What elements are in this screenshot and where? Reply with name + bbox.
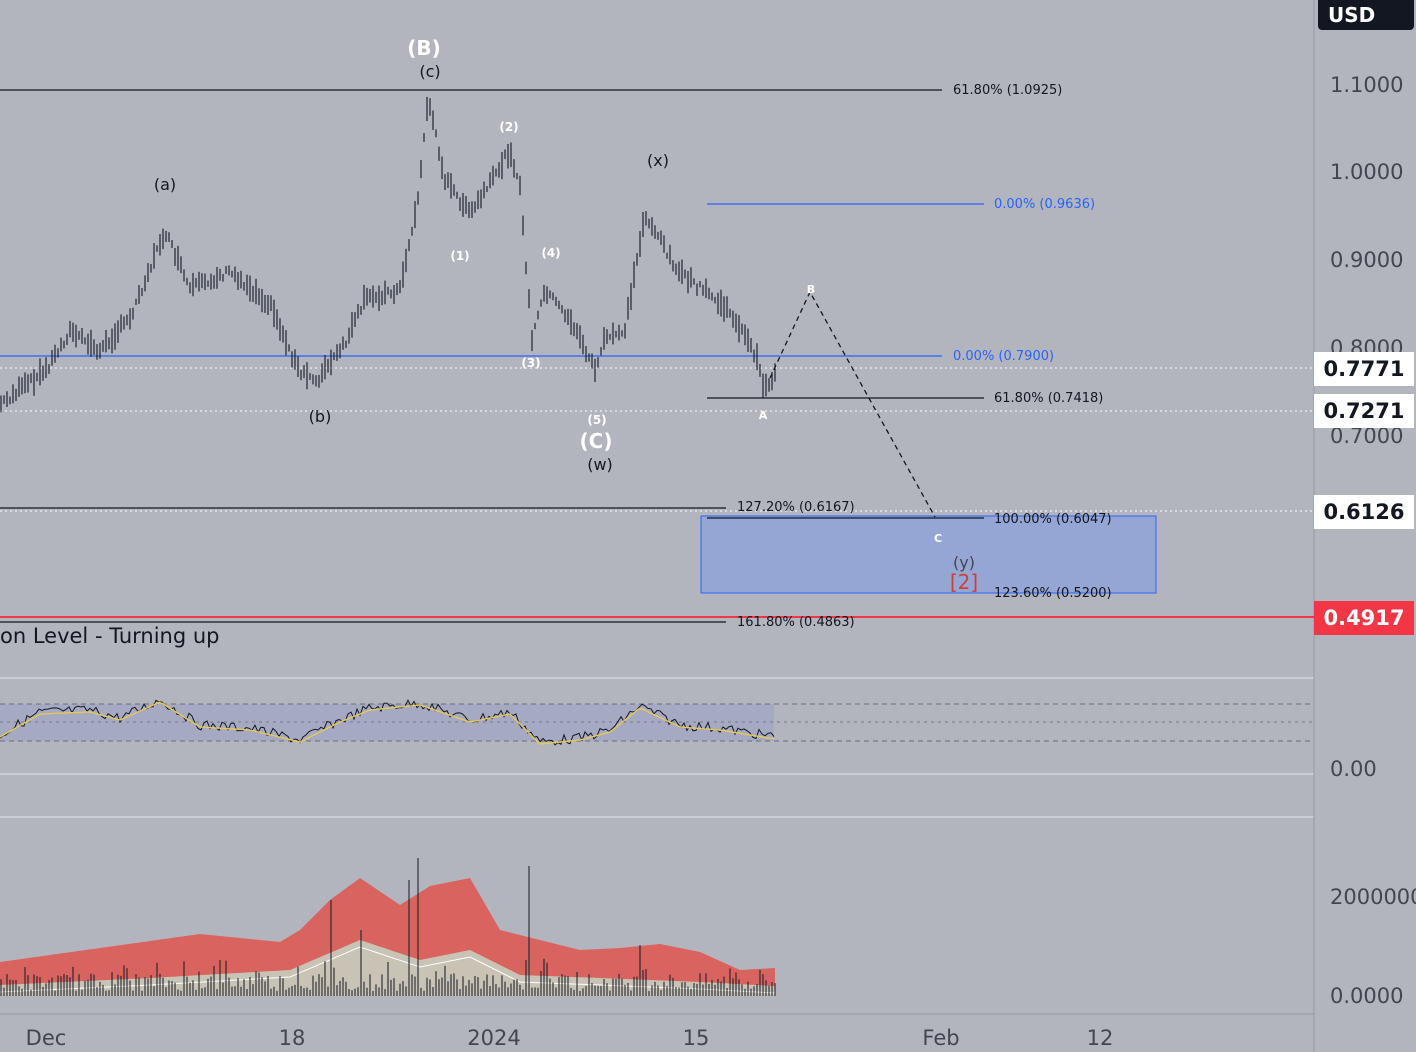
currency-badge[interactable]: USD xyxy=(1318,0,1414,30)
indicator-title: on Level - Turning up xyxy=(0,624,220,648)
wave-label: (b) xyxy=(309,407,332,426)
oscillator-signal-line xyxy=(0,701,775,745)
fib-label: 0.00% (0.7900) xyxy=(953,349,1054,364)
wave-label: (c) xyxy=(419,62,440,81)
wave-label: (2) xyxy=(499,120,518,134)
y-tick: 1.0000 xyxy=(1330,160,1403,184)
wave-label: (B) xyxy=(407,36,441,60)
wave-label: (3) xyxy=(521,356,540,370)
price-tag-target: 0.6126 xyxy=(1314,495,1414,529)
candlestick-series xyxy=(0,96,776,413)
target-zone[interactable] xyxy=(700,515,1157,594)
wave-label: (x) xyxy=(647,151,669,170)
y-tick: 0.9000 xyxy=(1330,248,1403,272)
projection-path xyxy=(769,290,936,518)
fib-label: 61.80% (1.0925) xyxy=(953,83,1062,98)
fib-label: 127.20% (0.6167) xyxy=(737,500,855,515)
wave-label: (1) xyxy=(450,249,469,263)
volume-bars xyxy=(0,858,776,996)
wave-label: C xyxy=(934,532,942,545)
fib-label: 61.80% (0.7418) xyxy=(994,391,1103,406)
wave-label: (5) xyxy=(587,413,606,427)
x-tick: 15 xyxy=(683,1026,710,1050)
wave-label: (C) xyxy=(580,429,613,453)
price-tag-red-level: 0.4917 xyxy=(1314,601,1414,635)
wave-label: (4) xyxy=(541,246,560,260)
fib-label: 100.00% (0.6047) xyxy=(994,512,1112,527)
y-tick: 2000000 xyxy=(1330,885,1416,909)
x-tick: 18 xyxy=(279,1026,306,1050)
y-tick: 0.7000 xyxy=(1330,424,1403,448)
wave-label: (a) xyxy=(154,175,176,194)
fib-label: 123.60% (0.5200) xyxy=(994,586,1112,601)
x-tick: Feb xyxy=(922,1026,959,1050)
y-tick: 1.1000 xyxy=(1330,73,1403,97)
fib-label: 161.80% (0.4863) xyxy=(737,615,855,630)
volume-band-red xyxy=(0,878,775,996)
y-tick: 0.0000 xyxy=(1330,984,1403,1008)
y-tick: 0.00 xyxy=(1330,757,1377,781)
wave-label: A xyxy=(759,409,768,422)
wave-label: B xyxy=(807,283,815,296)
price-tag-current-2: 0.7271 xyxy=(1314,394,1414,428)
oscillator-line xyxy=(0,699,775,746)
x-tick: Dec xyxy=(26,1026,67,1050)
x-tick: 2024 xyxy=(467,1026,520,1050)
x-tick: 12 xyxy=(1087,1026,1114,1050)
price-tag-current-1: 0.7771 xyxy=(1314,352,1414,386)
wave-label: [2] xyxy=(950,570,978,594)
fib-label: 0.00% (0.9636) xyxy=(994,197,1095,212)
wave-label: (w) xyxy=(587,455,613,474)
wave-label: (y) xyxy=(953,553,975,572)
